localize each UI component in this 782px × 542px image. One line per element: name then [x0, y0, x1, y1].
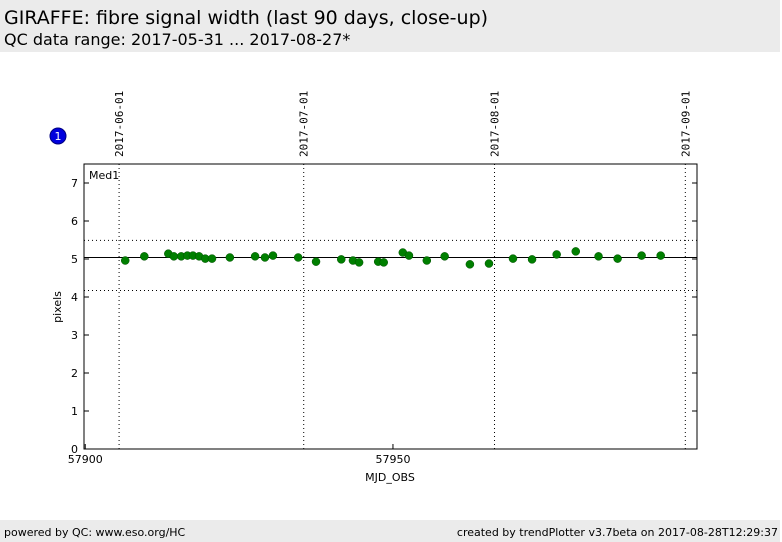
x-tick-label: 57900 [68, 453, 103, 466]
data-point [508, 254, 518, 263]
data-point [260, 253, 270, 262]
y-tick-label: 1 [71, 405, 78, 418]
data-point [571, 247, 581, 256]
data-point [637, 251, 646, 260]
date-tick-label: 2017-07-01 [298, 91, 311, 157]
y-tick-label: 7 [71, 177, 78, 190]
data-point [527, 255, 537, 264]
data-point [225, 253, 235, 262]
data-point [552, 250, 561, 259]
data-point [169, 252, 179, 261]
data-point [484, 259, 494, 268]
data-point [268, 251, 278, 260]
date-tick-label: 2017-06-01 [113, 91, 126, 157]
data-point [422, 256, 432, 265]
x-tick-label: 57950 [375, 453, 410, 466]
data-point [311, 257, 321, 266]
data-point [656, 251, 665, 260]
data-point [440, 252, 449, 261]
data-point [207, 254, 217, 263]
y-tick-label: 5 [71, 253, 78, 266]
footer-left: powered by QC: www.eso.org/HC [4, 526, 186, 539]
y-axis-label: pixels [51, 291, 64, 323]
annotation: Med1 [89, 169, 119, 182]
badge-label: 1 [55, 130, 62, 143]
x-axis-label: MJD_OBS [365, 471, 415, 484]
data-point [354, 258, 364, 267]
data-point [613, 254, 622, 263]
y-tick-label: 6 [71, 215, 78, 228]
header-band [0, 0, 780, 52]
data-point [250, 252, 260, 261]
y-tick-label: 4 [71, 291, 78, 304]
data-point [379, 258, 388, 267]
chart-subtitle: QC data range: 2017-05-31 ... 2017-08-27… [4, 30, 350, 49]
data-point [404, 251, 414, 260]
data-point [594, 252, 603, 261]
y-tick-label: 3 [71, 329, 78, 342]
plot-frame [83, 163, 698, 450]
date-tick-label: 2017-08-01 [489, 91, 502, 157]
data-point [140, 252, 149, 261]
badge-circle [49, 127, 67, 145]
data-point [465, 260, 475, 269]
y-tick-label: 2 [71, 367, 78, 380]
data-point [293, 253, 303, 262]
chart-title: GIRAFFE: fibre signal width (last 90 day… [4, 7, 488, 29]
y-tick-label: 0 [71, 443, 78, 456]
footer-band [0, 520, 780, 542]
data-point [120, 256, 130, 265]
data-point [337, 255, 346, 264]
date-tick-label: 2017-09-01 [679, 91, 692, 157]
footer-right: created by trendPlotter v3.7beta on 2017… [457, 526, 778, 539]
